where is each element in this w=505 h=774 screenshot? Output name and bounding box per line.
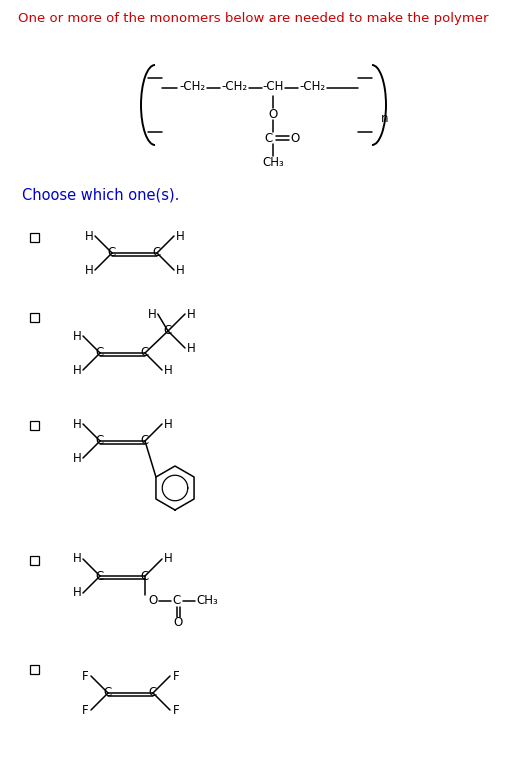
Text: n: n xyxy=(380,111,388,125)
Bar xyxy=(30,665,39,674)
Text: H: H xyxy=(73,553,81,566)
Text: C: C xyxy=(108,246,116,259)
Text: O: O xyxy=(290,132,299,145)
Text: Choose which one(s).: Choose which one(s). xyxy=(22,188,179,203)
Text: C: C xyxy=(264,132,273,145)
Text: H: H xyxy=(84,230,93,242)
Text: H: H xyxy=(73,417,81,430)
Text: C: C xyxy=(173,594,181,608)
Text: H: H xyxy=(73,364,81,376)
Bar xyxy=(30,421,39,430)
Text: H: H xyxy=(73,330,81,343)
Text: H: H xyxy=(163,553,172,566)
Text: One or more of the monomers below are needed to make the polymer: One or more of the monomers below are ne… xyxy=(18,12,487,25)
Text: O: O xyxy=(148,594,158,608)
Text: H: H xyxy=(175,230,184,242)
Text: H: H xyxy=(147,307,156,320)
Bar xyxy=(30,233,39,242)
Text: F: F xyxy=(172,670,179,683)
Text: H: H xyxy=(163,417,172,430)
Text: H: H xyxy=(163,364,172,376)
Text: O: O xyxy=(174,617,183,629)
Text: H: H xyxy=(73,451,81,464)
Text: H: H xyxy=(73,587,81,600)
Text: CH₃: CH₃ xyxy=(196,594,218,608)
Bar xyxy=(30,313,39,322)
Text: C: C xyxy=(148,687,157,700)
Text: C: C xyxy=(104,687,112,700)
Text: H: H xyxy=(84,263,93,276)
Text: C: C xyxy=(95,434,104,447)
Text: C: C xyxy=(95,570,104,583)
Text: H: H xyxy=(186,307,195,320)
Text: F: F xyxy=(81,704,88,717)
Text: O: O xyxy=(268,108,277,121)
Text: -CH₂: -CH₂ xyxy=(298,80,324,94)
Text: -CH₂: -CH₂ xyxy=(221,80,246,94)
Bar xyxy=(30,556,39,565)
Text: C: C xyxy=(95,347,104,359)
Text: F: F xyxy=(81,670,88,683)
Text: C: C xyxy=(140,347,149,359)
Text: C: C xyxy=(140,434,149,447)
Text: F: F xyxy=(172,704,179,717)
Text: C: C xyxy=(164,324,172,337)
Text: -CH: -CH xyxy=(262,80,283,94)
Text: H: H xyxy=(175,263,184,276)
Text: CH₃: CH₃ xyxy=(262,156,283,169)
Text: -CH₂: -CH₂ xyxy=(179,80,205,94)
Text: C: C xyxy=(153,246,161,259)
Text: H: H xyxy=(186,341,195,354)
Text: C: C xyxy=(140,570,149,583)
